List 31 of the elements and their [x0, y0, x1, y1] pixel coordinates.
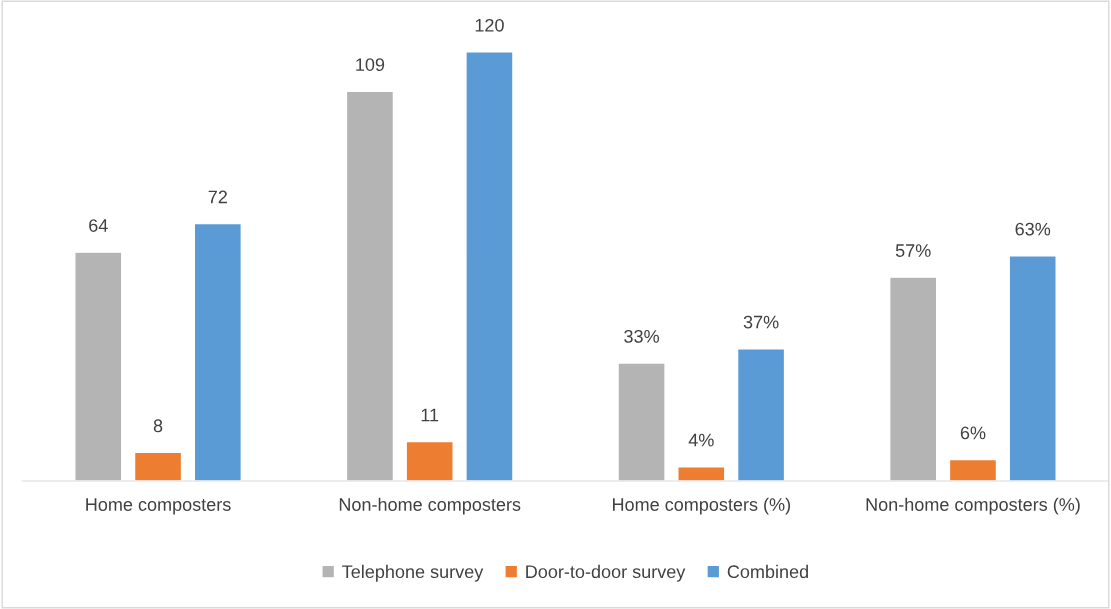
bar [193, 222, 242, 481]
x-tick-label: Non-home composters (%) [866, 497, 1080, 515]
data-label: 57% [895, 244, 931, 257]
bar [133, 451, 183, 481]
bar [345, 90, 395, 481]
bar [1008, 255, 1057, 481]
data-label: 8 [153, 419, 163, 433]
bar [74, 251, 123, 481]
x-tick-label: Home composters [86, 498, 231, 515]
data-label: 33% [624, 329, 659, 343]
bar [405, 440, 454, 481]
legend-label: Telephone survey [342, 564, 484, 582]
data-label: 64 [89, 219, 108, 232]
data-label: 63% [1015, 222, 1051, 236]
data-label: 109 [356, 58, 385, 71]
data-label: 6% [960, 426, 986, 440]
legend-label: Combined [727, 564, 808, 579]
data-label: 4% [688, 433, 714, 447]
x-tick-label: Non-home composters [339, 497, 521, 515]
data-label: 72 [208, 190, 227, 204]
data-label: 120 [475, 18, 504, 32]
bar [617, 362, 666, 481]
legend-label: Door-to-door survey [526, 564, 686, 582]
bar [736, 348, 786, 481]
bar [889, 276, 938, 481]
x-tick-label: Home composters (%) [613, 497, 790, 515]
bar [948, 458, 998, 481]
data-label: 11 [421, 408, 439, 422]
bar [465, 51, 514, 481]
bar [677, 466, 726, 481]
data-label: 37% [743, 315, 779, 329]
